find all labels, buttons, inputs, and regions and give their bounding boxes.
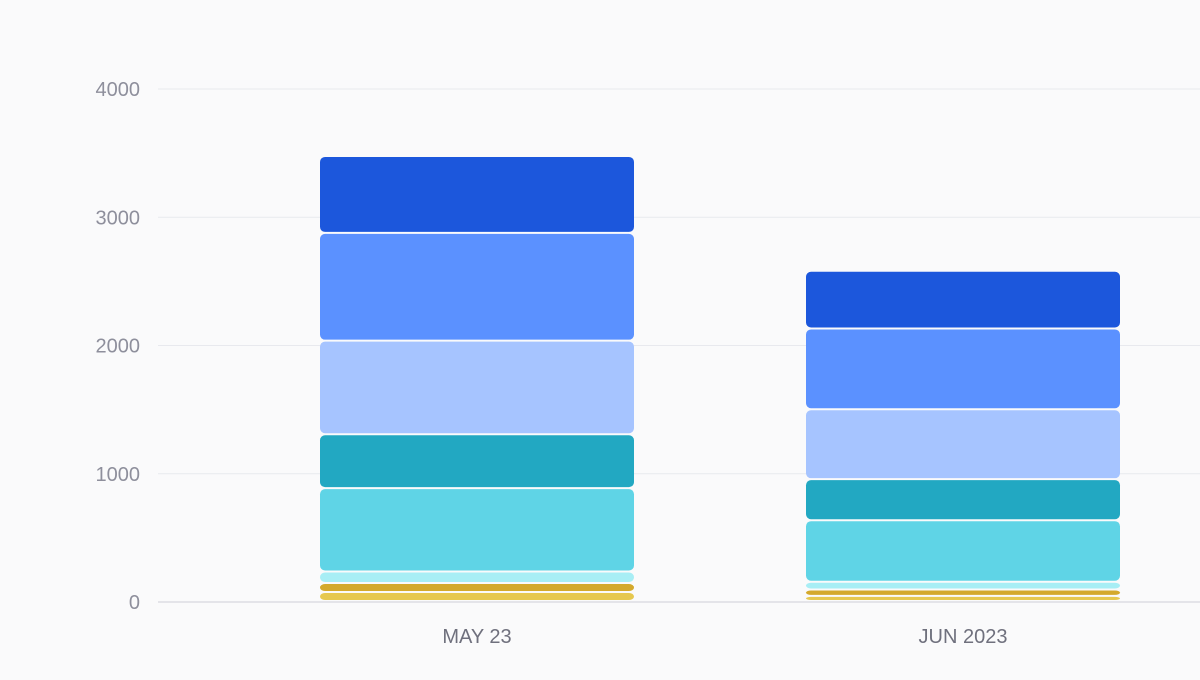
bar-segment[interactable] bbox=[806, 480, 1120, 520]
bar-segment[interactable] bbox=[806, 329, 1120, 409]
x-tick-label: MAY 23 bbox=[442, 626, 511, 648]
bar-segment[interactable] bbox=[320, 489, 634, 571]
x-axis-ticks: MAY 23 JUN 2023 bbox=[442, 626, 1007, 648]
y-tick-label: 1000 bbox=[96, 464, 141, 486]
bar-segment[interactable] bbox=[806, 271, 1120, 328]
bar-stack[interactable] bbox=[806, 271, 1120, 600]
bar-segment[interactable] bbox=[320, 156, 634, 232]
bar-segment[interactable] bbox=[806, 521, 1120, 581]
bars bbox=[320, 156, 1120, 600]
y-axis-ticks: 0 1000 2000 3000 4000 bbox=[96, 79, 141, 614]
bar-segment[interactable] bbox=[320, 572, 634, 583]
bar-stack[interactable] bbox=[320, 156, 634, 600]
bar-segment[interactable] bbox=[320, 584, 634, 592]
y-tick-label: 0 bbox=[129, 592, 140, 614]
x-tick-label: JUN 2023 bbox=[919, 626, 1008, 648]
y-tick-label: 3000 bbox=[96, 207, 141, 229]
bar-segment[interactable] bbox=[320, 593, 634, 600]
bar-segment[interactable] bbox=[806, 582, 1120, 589]
bar-segment[interactable] bbox=[320, 233, 634, 340]
bar-segment[interactable] bbox=[320, 341, 634, 434]
bar-segment[interactable] bbox=[806, 590, 1120, 595]
y-tick-label: 2000 bbox=[96, 336, 141, 358]
bar-segment[interactable] bbox=[806, 596, 1120, 600]
bar-segment[interactable] bbox=[320, 435, 634, 488]
bar-segment[interactable] bbox=[806, 410, 1120, 479]
y-tick-label: 4000 bbox=[96, 79, 141, 101]
